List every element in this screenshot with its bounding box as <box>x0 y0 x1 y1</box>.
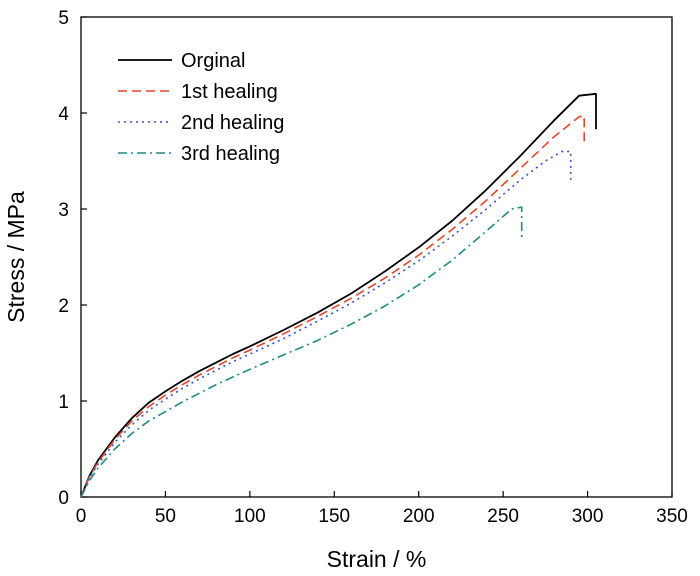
x-tick-label: 0 <box>76 506 87 527</box>
y-tick-label: 4 <box>58 104 69 125</box>
axis-ticks: 0 50 100 150 200 250 300 350 0 1 2 3 4 5 <box>58 8 687 527</box>
y-tick-label: 5 <box>58 8 69 29</box>
x-axis-title: Strain / % <box>327 546 427 572</box>
y-tick-label: 2 <box>58 296 69 317</box>
x-tick-label: 50 <box>155 506 176 527</box>
legend-label-4: 3rd healing <box>181 143 280 165</box>
x-tick-label: 300 <box>572 506 604 527</box>
legend-label-2: 1st healing <box>181 81 278 103</box>
series-line-4 <box>80 206 523 498</box>
series-lines <box>80 92 597 498</box>
x-tick-label: 100 <box>234 506 266 527</box>
x-tick-label: 350 <box>656 506 688 527</box>
plot-border <box>80 16 673 498</box>
y-tick-label: 0 <box>58 488 69 509</box>
series-line-1 <box>80 92 597 498</box>
y-tick-label: 1 <box>58 392 69 413</box>
legend-label-3: 2nd healing <box>181 112 284 134</box>
y-tick-label: 3 <box>58 200 69 221</box>
series-line-2 <box>80 115 586 498</box>
series-line-3 <box>80 150 572 498</box>
plot-frame <box>80 16 673 498</box>
x-tick-label: 250 <box>487 506 519 527</box>
x-tick-label: 150 <box>318 506 350 527</box>
y-axis-title: Stress / MPa <box>3 191 29 323</box>
x-tick-label: 200 <box>403 506 435 527</box>
legend: Orginal 1st healing 2nd healing 3rd healing <box>118 50 284 165</box>
legend-label-1: Orginal <box>181 50 245 72</box>
